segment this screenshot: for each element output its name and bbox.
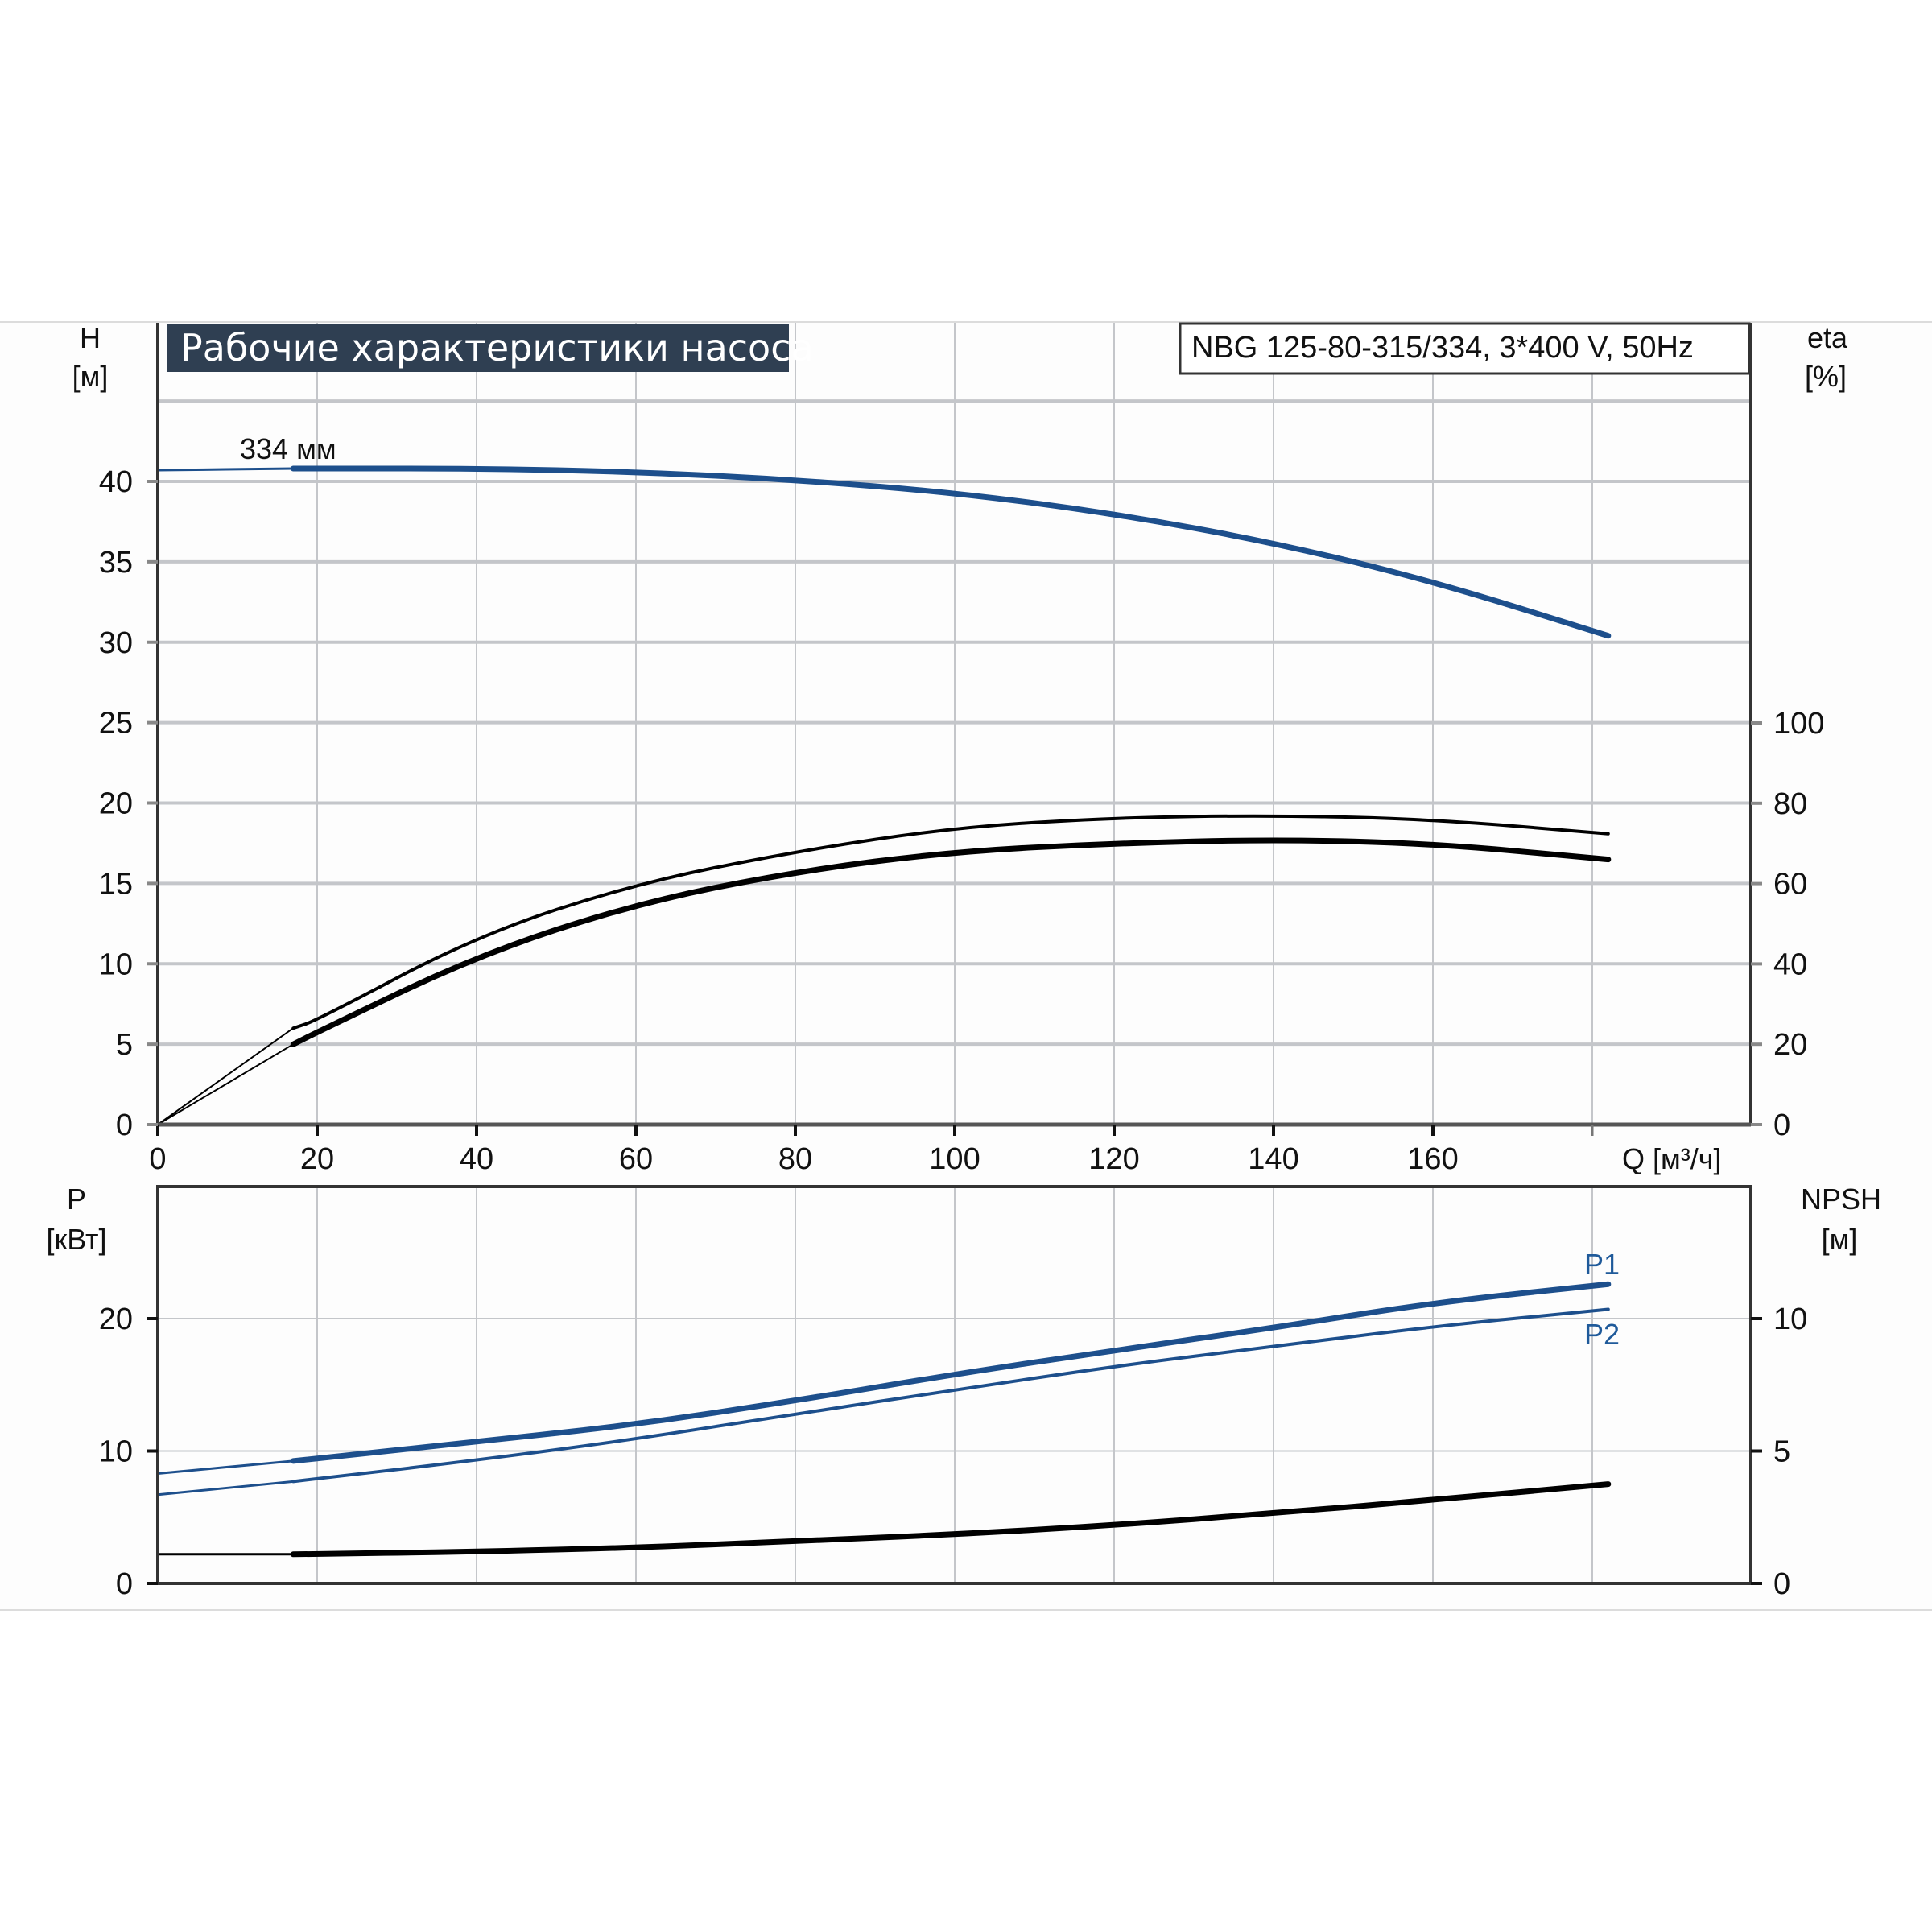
y2-tick-label: 60 bbox=[1773, 868, 1807, 902]
y-tick-label: 35 bbox=[99, 546, 133, 580]
y-tick-label: 15 bbox=[99, 867, 133, 901]
y2-tick-label: 40 bbox=[1773, 947, 1807, 981]
x-tick-label: 140 bbox=[1248, 1142, 1298, 1176]
y-tick-label: 30 bbox=[99, 626, 133, 660]
y-tick-label: 20 bbox=[99, 787, 133, 821]
h-axis-unit: [м] bbox=[72, 360, 109, 393]
x-tick-label: 20 bbox=[300, 1142, 334, 1176]
y2-tick-label: 10 bbox=[1773, 1302, 1807, 1336]
top-grid bbox=[158, 323, 1751, 1125]
x-tick-label: 80 bbox=[778, 1142, 812, 1176]
y-tick-label: 0 bbox=[116, 1108, 133, 1142]
q-axis-label: Q [м³/ч] bbox=[1622, 1142, 1722, 1175]
p2-curve bbox=[291, 1307, 1610, 1484]
y-tick-label: 10 bbox=[99, 947, 133, 981]
chart-title: Рабочие характеристики насоса bbox=[180, 326, 814, 369]
x-tick-label: 120 bbox=[1088, 1142, 1139, 1176]
p-axis-unit: [кВт] bbox=[46, 1223, 106, 1256]
y2-tick-label: 20 bbox=[1773, 1028, 1807, 1062]
axes: 0 20 40 60 80 100 120 140 1600510152025303540020… bbox=[99, 323, 1824, 1601]
h-axis-title: H bbox=[80, 321, 101, 354]
model-label: NBG 125-80-315/334, 3*400 V, 50Hz bbox=[1191, 331, 1694, 365]
bottom-grid bbox=[158, 1187, 1751, 1583]
impeller-label: 334 мм bbox=[240, 432, 336, 465]
x-tick-label: 100 bbox=[929, 1142, 980, 1176]
x-tick-label: 0 bbox=[149, 1142, 166, 1176]
y2-tick-label: 80 bbox=[1773, 787, 1807, 821]
y-tick-label: 40 bbox=[99, 465, 133, 499]
y-tick-label: 10 bbox=[99, 1435, 133, 1469]
head-curve bbox=[290, 465, 1612, 639]
eta-axis-unit: [%] bbox=[1805, 360, 1847, 393]
p1-curve bbox=[290, 1281, 1612, 1464]
y-tick-label: 25 bbox=[99, 707, 133, 741]
y-tick-label: 20 bbox=[99, 1302, 133, 1336]
eta-axis-title: eta bbox=[1807, 321, 1848, 354]
npsh-axis-unit: [м] bbox=[1822, 1223, 1858, 1256]
y2-tick-label: 5 bbox=[1773, 1435, 1790, 1469]
head-curve-start bbox=[157, 467, 294, 472]
curves bbox=[157, 465, 1612, 1558]
y-tick-label: 5 bbox=[116, 1028, 133, 1062]
npsh-curve bbox=[290, 1481, 1612, 1558]
efficiency-curve-upper bbox=[291, 814, 1610, 1030]
x-tick-label: 40 bbox=[460, 1142, 493, 1176]
model-box bbox=[1179, 322, 1751, 375]
y-tick-label: 0 bbox=[116, 1567, 133, 1601]
p-axis-title: P bbox=[67, 1183, 86, 1216]
title-box bbox=[167, 324, 789, 372]
x-tick-label: 60 bbox=[619, 1142, 653, 1176]
y2-tick-label: 0 bbox=[1773, 1108, 1790, 1142]
p2-label: P2 bbox=[1584, 1318, 1620, 1351]
x-tick-label: 160 bbox=[1407, 1142, 1458, 1176]
y2-tick-label: 0 bbox=[1773, 1567, 1790, 1601]
efficiency-curve-lower bbox=[290, 837, 1612, 1047]
bottom-frame bbox=[156, 1185, 1752, 1585]
p1-label: P1 bbox=[1584, 1248, 1620, 1281]
chart-band bbox=[0, 322, 1932, 1610]
npsh-axis-title: NPSH bbox=[1801, 1183, 1881, 1216]
y2-tick-label: 100 bbox=[1773, 707, 1824, 741]
